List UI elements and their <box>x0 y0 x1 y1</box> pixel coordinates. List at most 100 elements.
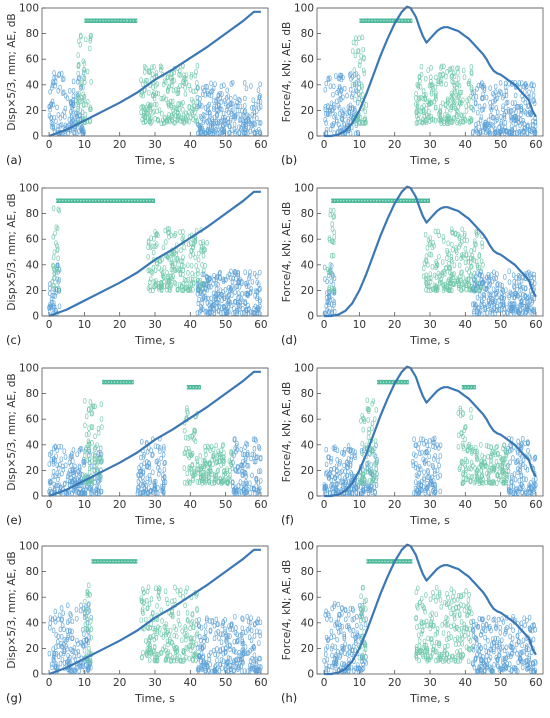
y-tick-label: 40 <box>301 439 314 451</box>
ae-scatter-point <box>340 661 344 667</box>
ae-scatter-point <box>249 665 254 672</box>
ae-scatter-point <box>216 621 220 627</box>
ae-scatter-point <box>147 638 151 645</box>
ae-scatter-point <box>248 490 252 496</box>
ae-scatter-point <box>332 234 337 240</box>
ae-scatter-point <box>178 658 183 664</box>
ae-scatter-point <box>427 251 432 258</box>
ae-scatter-point <box>252 645 256 651</box>
ae-scatter-point <box>199 637 203 644</box>
ae-scatter-point <box>329 477 334 484</box>
ae-scatter-point <box>516 469 520 476</box>
ae-scatter-point <box>195 281 200 287</box>
ae-scatter-point <box>366 485 371 491</box>
ae-scatter-point <box>472 246 477 253</box>
ae-scatter-point <box>99 416 104 422</box>
ae-scatter-point <box>442 63 446 70</box>
ae-scatter-point <box>526 298 530 305</box>
ae-scatter-point <box>343 112 347 119</box>
ae-scatter-point <box>459 252 464 259</box>
ae-scatter-point <box>352 616 356 622</box>
ae-scatter-point <box>70 618 75 625</box>
ae-scatter-point <box>51 234 56 240</box>
ae-scatter-point <box>328 470 333 476</box>
ae-scatter-point <box>223 645 228 652</box>
ae-scatter-point <box>190 270 194 277</box>
ae-scatter-point <box>249 83 253 89</box>
ae-scatter-point <box>144 616 148 623</box>
ae-scatter-point <box>177 265 181 272</box>
ae-scatter-point <box>330 273 335 280</box>
ae-scatter-point <box>340 109 344 115</box>
ae-scatter-point <box>211 453 216 460</box>
ae-scatter-point <box>253 130 257 136</box>
ae-scatter-point <box>480 240 484 246</box>
ae-scatter-point <box>175 256 179 262</box>
ae-scatter-point <box>347 656 351 663</box>
ae-scatter-point <box>200 473 204 479</box>
ae-scatter-point <box>233 436 237 442</box>
ae-scatter-point <box>523 292 527 299</box>
ae-scatter-point <box>493 310 498 316</box>
ae-scatter-point <box>484 94 489 101</box>
ae-scatter-point <box>202 112 207 119</box>
ae-scatter-point <box>335 119 339 125</box>
ae-scatter-point <box>88 399 93 405</box>
ae-scatter-point <box>333 622 337 628</box>
ae-scatter-point <box>372 416 377 422</box>
x-tick-label: 50 <box>494 139 507 151</box>
ae-scatter-point <box>441 282 445 288</box>
ae-scatter-point <box>249 455 253 462</box>
ae-scatter-point <box>449 104 454 110</box>
ae-scatter-point <box>193 72 198 79</box>
ae-scatter-point <box>89 635 93 641</box>
ae-scatter-point <box>253 458 258 465</box>
ae-scatter-point <box>183 624 187 630</box>
y-tick-label: 100 <box>19 3 39 15</box>
ae-scatter-point <box>249 286 253 292</box>
ae-scatter-point <box>195 666 200 672</box>
ae-scatter-point <box>477 292 482 298</box>
ae-scatter-point <box>349 469 353 476</box>
ae-scatter-point <box>343 446 347 453</box>
ae-scatter-point <box>62 626 66 632</box>
ae-scatter-point <box>258 656 262 662</box>
ae-scatter-point <box>251 121 255 127</box>
ae-scatter-point <box>488 468 493 474</box>
ae-scatter-point <box>241 640 246 646</box>
ae-scatter-point <box>455 278 459 285</box>
ae-scatter-point <box>147 460 151 466</box>
ae-scatter-point <box>489 480 494 486</box>
ae-scatter-point <box>352 81 357 88</box>
ae-scatter-point <box>53 651 57 657</box>
ae-scatter-point <box>525 130 530 137</box>
ae-scatter-point <box>228 101 232 107</box>
ae-scatter-point <box>256 616 261 623</box>
ae-scatter-point <box>498 88 502 95</box>
ae-scatter-point <box>68 99 73 105</box>
ae-scatter-point <box>165 600 170 607</box>
ae-scatter-point <box>358 120 362 126</box>
ae-scatter-point <box>513 100 517 106</box>
ae-scatter-point <box>243 461 247 467</box>
ae-scatter-point <box>155 259 159 266</box>
ae-scatter-point <box>243 269 247 275</box>
ae-scatter-point <box>182 72 186 79</box>
ae-scatter-point <box>328 212 333 218</box>
ae-scatter-point <box>324 111 328 117</box>
ae-scatter-point <box>227 130 231 136</box>
x-tick-label: 20 <box>388 499 401 511</box>
ae-scatter-point <box>187 655 192 662</box>
ae-scatter-point <box>88 106 92 113</box>
ae-scatter-point <box>436 457 440 464</box>
ae-scatter-point <box>464 476 468 483</box>
ae-scatter-point <box>171 255 176 261</box>
ae-scatter-point <box>487 291 492 298</box>
ae-scatter-point <box>469 93 473 100</box>
x-axis-label: Time, s <box>134 154 175 167</box>
ae-scatter-point <box>68 471 72 478</box>
ae-scatter-point <box>62 448 67 454</box>
ae-scatter-point <box>92 462 97 469</box>
ae-scatter-point <box>456 81 460 87</box>
ae-scatter-point <box>414 453 418 459</box>
